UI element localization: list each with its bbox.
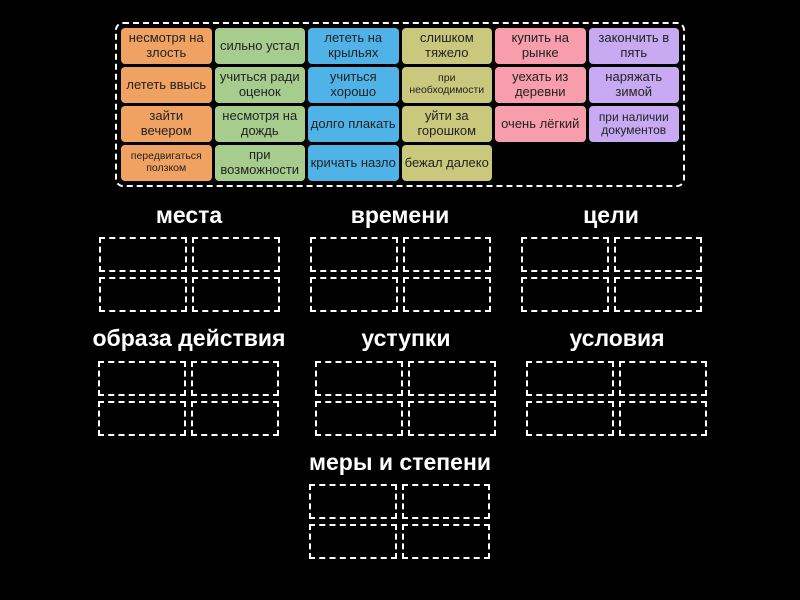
- word-tile[interactable]: слишком тяжело: [401, 28, 492, 64]
- category-slot[interactable]: [309, 523, 398, 559]
- category-slot[interactable]: [520, 237, 609, 273]
- category-slot[interactable]: [191, 277, 280, 313]
- category-slot[interactable]: [309, 237, 398, 273]
- slot-grid: [309, 483, 491, 559]
- category-title: места: [155, 202, 223, 228]
- category-slot[interactable]: [309, 277, 398, 313]
- category-row-1: места времени цели: [0, 202, 800, 313]
- category-obraza-deystviya: образа действия: [92, 325, 286, 436]
- category-title: условия: [569, 325, 665, 352]
- word-tile[interactable]: учиться ради оценок: [214, 67, 305, 103]
- category-slot[interactable]: [613, 237, 702, 273]
- word-tile[interactable]: передвигаться ползком: [121, 145, 212, 181]
- word-tile[interactable]: уехать из деревни: [495, 67, 586, 103]
- category-vremeni: времени: [309, 202, 491, 313]
- category-tseli: цели: [520, 202, 702, 313]
- category-slot[interactable]: [619, 400, 708, 436]
- category-slot[interactable]: [98, 360, 187, 396]
- category-title: образа действия: [92, 325, 286, 352]
- category-slot[interactable]: [191, 360, 280, 396]
- word-tile[interactable]: при необходимости: [401, 67, 492, 103]
- slot-grid: [315, 360, 497, 436]
- category-usloviya: условия: [526, 325, 708, 436]
- category-slot[interactable]: [526, 360, 615, 396]
- category-title: времени: [350, 202, 450, 228]
- category-slot[interactable]: [98, 237, 187, 273]
- category-row-3: меры и степени: [0, 448, 800, 559]
- word-tile[interactable]: долго плакать: [308, 106, 399, 142]
- word-tile[interactable]: несмотря на дождь: [214, 106, 305, 142]
- slot-grid: [520, 237, 702, 313]
- category-slot[interactable]: [402, 523, 491, 559]
- word-tile[interactable]: несмотря на злость: [121, 28, 212, 64]
- category-title: цели: [583, 202, 639, 228]
- category-slot[interactable]: [408, 400, 497, 436]
- category-slot[interactable]: [402, 277, 491, 313]
- word-tile[interactable]: при наличии документов: [588, 106, 679, 142]
- category-slot[interactable]: [98, 277, 187, 313]
- word-tile[interactable]: лететь ввысь: [121, 67, 212, 103]
- category-ustupki: уступки: [315, 325, 497, 436]
- category-slot[interactable]: [315, 360, 404, 396]
- word-tile[interactable]: кричать назло: [308, 145, 399, 181]
- category-mesta: места: [98, 202, 280, 313]
- category-slot[interactable]: [402, 483, 491, 519]
- word-tile[interactable]: очень лёгкий: [495, 106, 586, 142]
- category-slot[interactable]: [408, 360, 497, 396]
- slot-grid: [526, 360, 708, 436]
- slot-grid: [98, 237, 280, 313]
- word-tile[interactable]: наряжать зимой: [588, 67, 679, 103]
- category-slot[interactable]: [520, 277, 609, 313]
- word-tile[interactable]: уйти за горошком: [401, 106, 492, 142]
- word-tile[interactable]: лететь на крыльях: [308, 28, 399, 64]
- category-slot[interactable]: [191, 400, 280, 436]
- category-slot[interactable]: [191, 237, 280, 273]
- word-tile[interactable]: при возможности: [214, 145, 305, 181]
- category-slot[interactable]: [315, 400, 404, 436]
- category-slot[interactable]: [98, 400, 187, 436]
- word-tile[interactable]: сильно устал: [214, 28, 305, 64]
- category-slot[interactable]: [309, 483, 398, 519]
- slot-grid: [309, 237, 491, 313]
- category-slot[interactable]: [402, 237, 491, 273]
- category-slot[interactable]: [526, 400, 615, 436]
- category-mery-i-stepeni: меры и степени: [309, 448, 491, 559]
- slot-grid: [98, 360, 280, 436]
- word-tile[interactable]: бежал далеко: [401, 145, 492, 181]
- category-row-2: образа действия уступки условия: [0, 325, 800, 436]
- category-slot[interactable]: [619, 360, 708, 396]
- word-tile[interactable]: учиться хорошо: [308, 67, 399, 103]
- category-title: уступки: [361, 325, 451, 352]
- category-slot[interactable]: [613, 277, 702, 313]
- word-tile[interactable]: закончить в пять: [588, 28, 679, 64]
- category-title: меры и степени: [309, 448, 491, 475]
- tile-tray: несмотря на злость сильно устал лететь н…: [115, 22, 685, 187]
- word-tile[interactable]: зайти вечером: [121, 106, 212, 142]
- word-tile[interactable]: купить на рынке: [495, 28, 586, 64]
